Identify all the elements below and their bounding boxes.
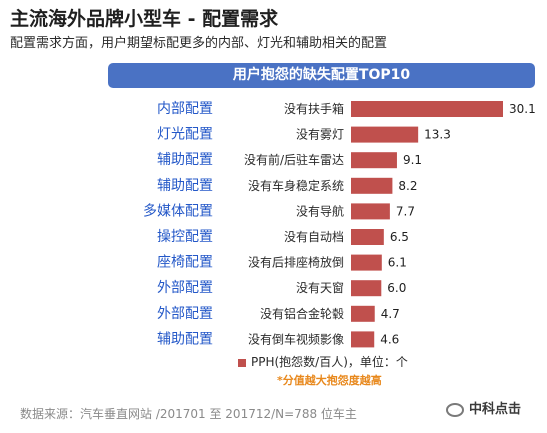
chart-title-banner: 用户抱怨的缺失配置TOP10 <box>108 63 535 88</box>
bar <box>351 152 397 169</box>
bar <box>351 229 384 245</box>
data-label: 13.3 <box>424 128 451 142</box>
category-label: 没有雾灯 <box>296 127 344 142</box>
bar <box>351 203 390 220</box>
watermark-text: 中科点击 <box>469 402 522 417</box>
data-label: 4.7 <box>381 307 400 321</box>
category-label: 没有扶手箱 <box>284 101 344 116</box>
page-title: 主流海外品牌小型车 - 配置需求 <box>10 8 279 30</box>
category-group-label: 辅助配置 <box>157 331 213 347</box>
bar <box>351 177 393 194</box>
category-label: 没有倒车视频影像 <box>248 331 344 346</box>
data-label: 8.2 <box>398 179 417 193</box>
category-group-label: 外部配置 <box>157 280 213 296</box>
data-label: 6.5 <box>390 230 409 244</box>
data-label: 4.6 <box>380 332 399 346</box>
page-subtitle: 配置需求方面，用户期望标配更多的内部、灯光和辅助相关的配置 <box>10 36 388 51</box>
data-label: 6.1 <box>388 256 407 270</box>
category-label: 没有导航 <box>296 203 344 218</box>
category-label: 没有自动档 <box>284 229 344 244</box>
data-label: 30.1 <box>509 102 536 116</box>
category-group-label: 多媒体配置 <box>143 202 213 219</box>
data-label: 9.1 <box>403 153 422 167</box>
category-label: 没有后排座椅放倒 <box>248 255 344 270</box>
category-label: 没有天窗 <box>296 280 344 295</box>
category-label: 没有前/后驻车雷达 <box>244 152 344 167</box>
category-label: 没有车身稳定系统 <box>248 178 344 193</box>
category-group-label: 座椅配置 <box>157 255 213 271</box>
watermark: 中科点击 <box>446 398 521 417</box>
chart-note: *分值越大抱怨度越高 <box>277 374 382 387</box>
bar <box>351 280 382 297</box>
bar <box>351 101 503 117</box>
category-group-label: 外部配置 <box>157 306 213 322</box>
chart-legend: PPH(抱怨数/百人)，单位：个 <box>238 353 408 370</box>
category-group-label: 辅助配置 <box>157 178 213 194</box>
category-group-label: 内部配置 <box>157 101 213 117</box>
data-label: 6.0 <box>387 281 406 295</box>
legend-swatch <box>238 358 246 367</box>
data-label: 7.7 <box>396 204 415 218</box>
bar <box>351 305 375 322</box>
category-group-label: 操控配置 <box>157 229 213 245</box>
category-label: 没有铝合金轮毂 <box>260 306 344 321</box>
bar <box>351 331 375 348</box>
bar <box>351 126 419 143</box>
wechat-icon <box>446 402 464 417</box>
category-group-label: 辅助配置 <box>157 152 213 168</box>
legend-label: PPH(抱怨数/百人)，单位：个 <box>251 355 408 369</box>
data-source: 数据来源：汽车垂直网站 /201701 至 201712/N=788 位车主 <box>20 407 357 421</box>
bar <box>351 254 382 271</box>
category-group-label: 灯光配置 <box>157 127 213 143</box>
